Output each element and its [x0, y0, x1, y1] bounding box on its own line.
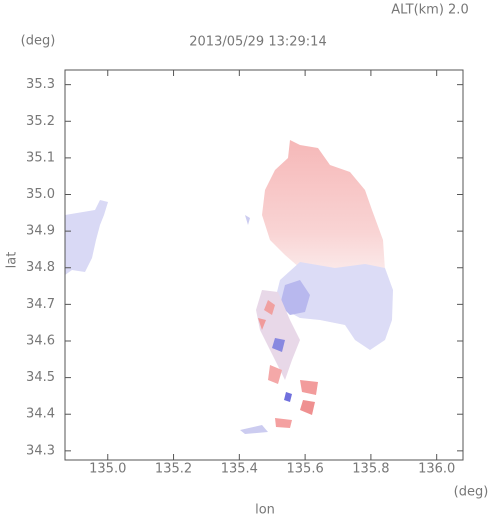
- chart-title: 2013/05/29 13:29:14: [189, 35, 326, 50]
- y-tick-label: 35.3: [26, 77, 55, 92]
- y-tick-label: 34.4: [26, 407, 55, 422]
- echo-field: [65, 140, 393, 434]
- y-tick-label: 35.0: [26, 187, 55, 202]
- altitude-label: ALT(km) 2.0: [391, 3, 468, 18]
- y-tick-label: 35.2: [26, 114, 55, 129]
- y-unit: (deg): [21, 34, 56, 49]
- y-tick-label: 34.7: [26, 297, 55, 312]
- x-tick-label: 135.6: [287, 462, 324, 477]
- x-axis-label: lon: [255, 503, 275, 518]
- plot-frame: [64, 69, 464, 461]
- x-tick-label: 135.0: [89, 462, 126, 477]
- y-axis-label: lat: [5, 252, 20, 269]
- y-tick-label: 34.3: [26, 443, 55, 458]
- y-tick-label: 35.1: [26, 150, 55, 165]
- y-tick-label: 34.9: [26, 224, 55, 239]
- y-tick-label: 34.6: [26, 333, 55, 348]
- x-tick-label: 135.4: [221, 462, 258, 477]
- x-tick-label: 135.2: [155, 462, 192, 477]
- x-unit: (deg): [454, 485, 489, 500]
- y-tick-label: 34.8: [26, 260, 55, 275]
- y-tick-label: 34.5: [26, 370, 55, 385]
- x-tick-label: 136.0: [418, 462, 455, 477]
- x-tick-label: 135.8: [352, 462, 389, 477]
